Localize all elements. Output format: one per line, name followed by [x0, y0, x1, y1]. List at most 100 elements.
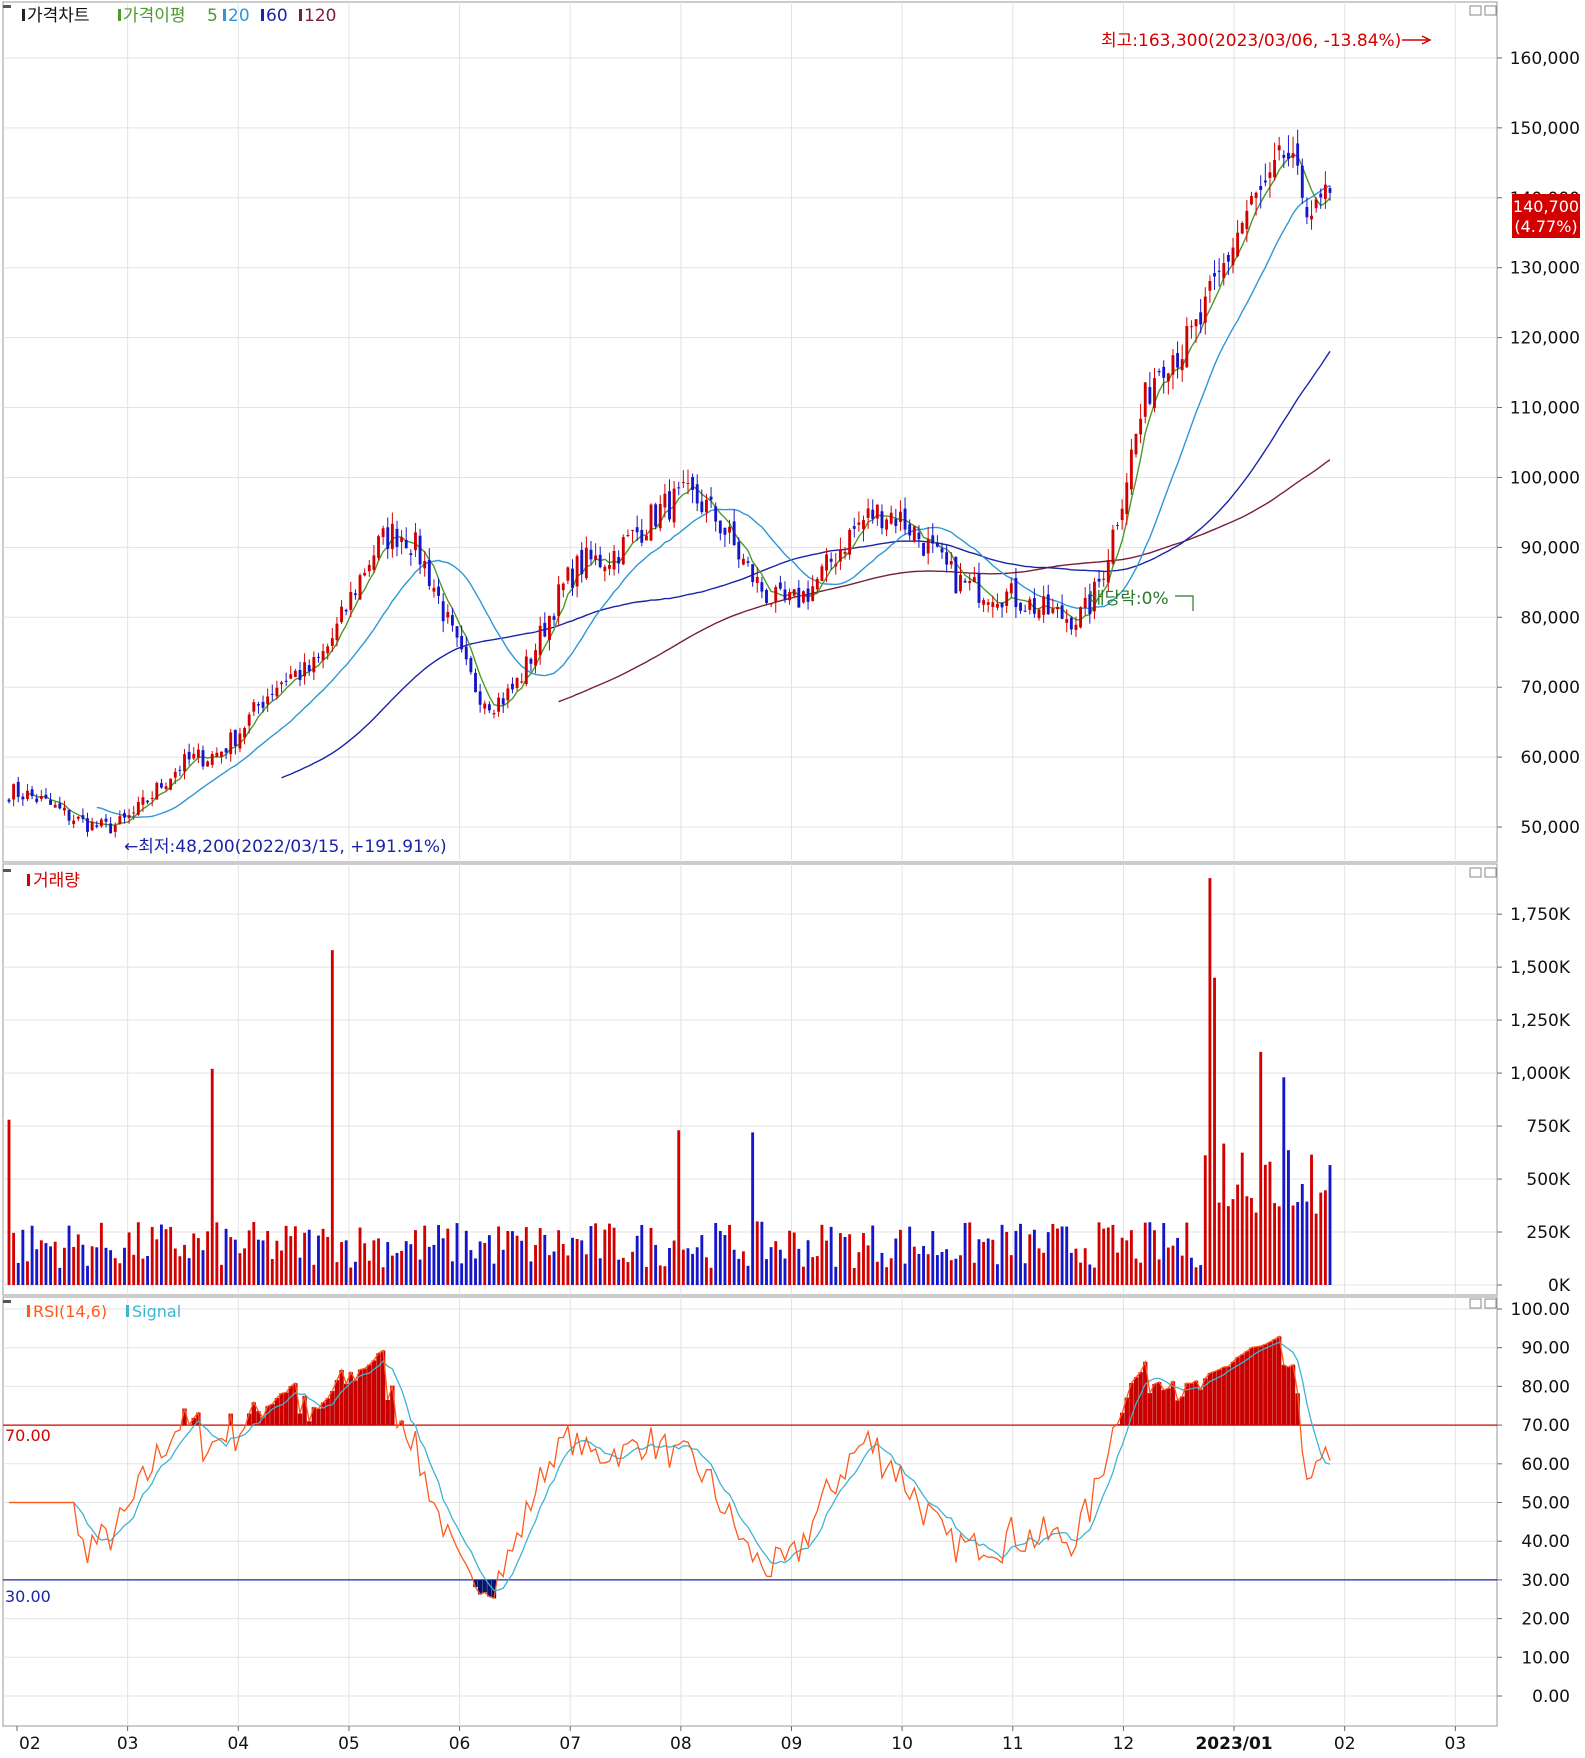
volume-bar	[1102, 1228, 1106, 1285]
rsi-panel[interactable]	[3, 1335, 1497, 1600]
candle-body	[668, 491, 671, 520]
volume-bar	[1125, 1240, 1129, 1285]
volume-close-icon[interactable]	[1484, 867, 1497, 878]
volume-bar	[1120, 1237, 1124, 1285]
candle-body	[1185, 326, 1189, 368]
volume-bar	[977, 1239, 981, 1285]
volume-bar	[566, 1255, 570, 1285]
volume-bar	[340, 1242, 343, 1285]
volume-bar	[654, 1244, 658, 1285]
ma-legend-20: 20	[228, 6, 250, 26]
candle-body	[1199, 312, 1203, 325]
volume-bar	[728, 1224, 731, 1285]
volume-bar	[169, 1226, 173, 1285]
candle-body	[621, 537, 625, 565]
candle-body	[1106, 559, 1110, 583]
volume-bar	[280, 1250, 283, 1285]
volume-bar	[446, 1228, 450, 1285]
panel-buttons[interactable]	[1469, 5, 1497, 1309]
rsi-tick-label: 10.00	[1521, 1648, 1570, 1668]
candle-body	[935, 543, 939, 547]
price-tick-label: 120,000	[1510, 329, 1580, 349]
volume-bar	[1277, 1206, 1281, 1285]
candle-body	[852, 526, 856, 529]
candle-body	[626, 535, 630, 537]
volume-bar	[1019, 1223, 1022, 1285]
candle-body	[409, 553, 413, 556]
volume-bar	[1157, 1259, 1161, 1285]
candle-body	[700, 501, 704, 513]
candle-body	[996, 603, 999, 608]
volume-bar	[123, 1247, 126, 1285]
rsi-tick-label: 90.00	[1521, 1339, 1570, 1359]
volume-bar	[81, 1244, 85, 1285]
volume-bar	[603, 1229, 607, 1285]
volume-bar	[497, 1226, 501, 1285]
candle-body	[1217, 270, 1221, 272]
price-minimize-icon[interactable]	[1469, 5, 1482, 16]
volume-bar	[501, 1249, 505, 1285]
candle-body	[1060, 605, 1064, 619]
volume-bar	[132, 1254, 136, 1285]
price-panel[interactable]	[7, 129, 1332, 838]
volume-tick-label: 750K	[1526, 1117, 1570, 1137]
volume-bar	[871, 1225, 875, 1285]
candle-body	[1129, 449, 1133, 490]
price-close-icon[interactable]	[1484, 5, 1497, 16]
candle-body	[95, 825, 99, 827]
volume-tick-label: 500K	[1526, 1170, 1570, 1190]
volume-bar	[1032, 1229, 1036, 1285]
volume-bar	[460, 1263, 464, 1285]
rsi-tick-label: 30.00	[1521, 1571, 1570, 1591]
date-tick-label: 07	[559, 1734, 581, 1754]
volume-panel[interactable]	[7, 878, 1332, 1285]
dividend-annotation: 배당락:0%	[1089, 589, 1169, 609]
volume-bar	[1185, 1222, 1189, 1285]
candle-body	[1157, 371, 1161, 373]
volume-bar	[1083, 1248, 1087, 1285]
candle-body	[49, 799, 53, 805]
volume-bar	[972, 1262, 976, 1285]
candle-body	[12, 784, 16, 800]
candle-body	[1310, 215, 1313, 220]
candle-body	[940, 548, 944, 553]
candle-body	[991, 602, 995, 608]
rsi-tick-label: 40.00	[1521, 1532, 1570, 1552]
volume-bar	[381, 1267, 385, 1285]
candle-body	[201, 750, 205, 767]
candle-body	[275, 687, 279, 697]
candle-body	[954, 556, 958, 594]
candle-body	[926, 539, 930, 554]
date-tick-label: 03	[117, 1734, 139, 1754]
candle-body	[104, 818, 108, 822]
volume-bar	[584, 1254, 588, 1285]
candle-body	[1296, 143, 1300, 166]
candle-body	[732, 521, 736, 546]
volume-bar	[838, 1233, 842, 1285]
volume-bar	[935, 1255, 939, 1285]
candle-body	[765, 589, 768, 603]
volume-bar	[940, 1251, 944, 1285]
volume-bar	[1213, 977, 1216, 1285]
candle-body	[1254, 192, 1258, 199]
volume-bar	[492, 1263, 496, 1285]
volume-minimize-icon[interactable]	[1469, 867, 1482, 878]
volume-bar	[608, 1223, 611, 1285]
rsi-close-icon[interactable]	[1484, 1298, 1497, 1309]
volume-bar	[1065, 1226, 1069, 1285]
candle-body	[390, 523, 394, 550]
candle-body	[737, 541, 741, 560]
ma-legend-120: 120	[304, 6, 336, 26]
volume-bar	[367, 1260, 371, 1285]
high-annotation: 최고:163,300(2023/03/06, -13.84%)	[1101, 31, 1401, 51]
candle-body	[751, 564, 755, 583]
candle-body	[109, 823, 113, 834]
rsi-tick-label: 80.00	[1521, 1377, 1570, 1397]
rsi-minimize-icon[interactable]	[1469, 1298, 1482, 1309]
volume-bar	[16, 1262, 20, 1285]
volume-bar	[146, 1255, 149, 1285]
candle-body	[1116, 524, 1119, 526]
candle-body	[1088, 594, 1092, 615]
volume-bar	[732, 1249, 736, 1285]
